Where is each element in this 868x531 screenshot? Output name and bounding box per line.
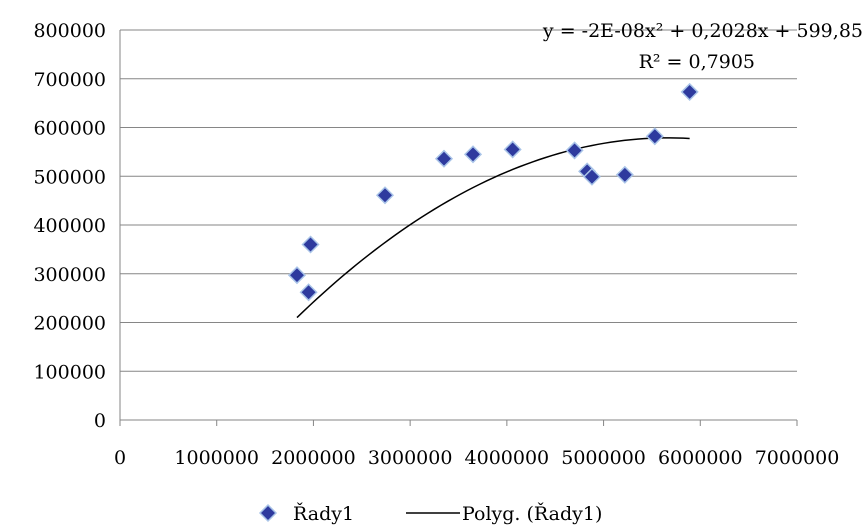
data-point-diamond [645, 127, 664, 146]
data-point-diamond [503, 140, 522, 159]
trendline-r-squared: R² = 0,7905 [639, 51, 755, 73]
axes [119, 30, 798, 426]
data-point-diamond [434, 149, 454, 168]
y-tick-label: 300000 [33, 264, 106, 286]
y-tick-label: 700000 [33, 69, 106, 91]
y-tick-label: 0 [94, 410, 106, 432]
x-tick-label: 2000000 [271, 447, 356, 469]
gridlines [120, 29, 797, 372]
x-axis-tick-labels: 0 1000000 2000000 3000000 4000000 5000000 6000… [114, 447, 839, 469]
data-point-diamond [582, 167, 602, 186]
y-tick-label: 400000 [33, 215, 106, 237]
legend-series-label: Řady1 [293, 502, 354, 525]
trendline-curve [296, 137, 690, 319]
x-tick-label: 4000000 [465, 447, 550, 469]
data-point-diamond [680, 82, 699, 101]
data-point-diamond [375, 186, 395, 205]
legend-trendline-label: Polyg. (Řady1) [462, 502, 602, 525]
data-point-diamond [301, 235, 320, 254]
y-tick-label: 500000 [33, 166, 106, 188]
x-tick-label: 6000000 [658, 447, 743, 469]
y-tick-label: 100000 [33, 361, 106, 383]
data-point-diamond [463, 145, 483, 164]
x-tick-label: 1000000 [174, 447, 259, 469]
y-tick-label: 800000 [33, 20, 106, 42]
trendline-equation: y = -2E-08x² + 0,2028x + 599,85 [542, 20, 863, 42]
y-tick-label: 200000 [33, 313, 106, 335]
data-point-diamond [615, 165, 634, 184]
trendline-layer [296, 137, 690, 319]
x-tick-label: 3000000 [368, 447, 453, 469]
x-tick-label: 0 [114, 447, 126, 469]
x-tick-label: 5000000 [561, 447, 646, 469]
y-axis-tick-labels: 0 100000 200000 300000 400000 500000 600000 700… [33, 20, 106, 432]
x-tick-label: 7000000 [755, 447, 840, 469]
data-point-diamond [299, 283, 318, 302]
data-point-diamond [287, 266, 307, 285]
data-point-diamond [565, 141, 584, 160]
data-points [287, 82, 699, 302]
legend-marker-diamond-icon [258, 503, 278, 523]
legend: Řady1 Polyg. (Řady1) [258, 502, 602, 525]
y-tick-label: 600000 [33, 118, 106, 140]
